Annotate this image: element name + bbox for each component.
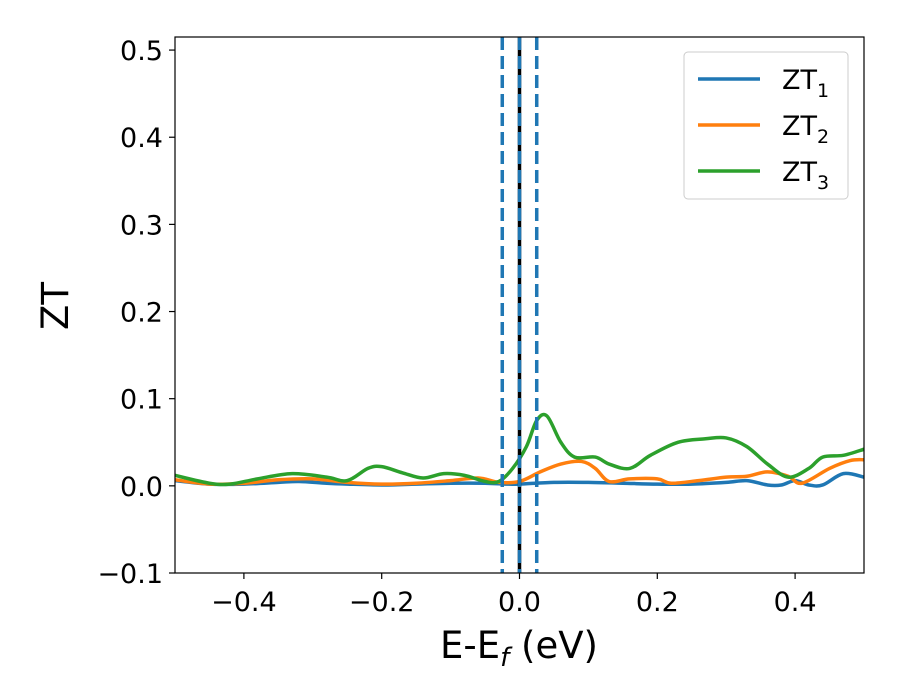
y-tick-label: 0.4 — [120, 123, 163, 154]
x-tick-label: −0.4 — [211, 587, 277, 618]
y-tick-label: 0.0 — [120, 472, 163, 503]
legend-box — [683, 51, 849, 200]
x-axis-title: E-Ef (eV) — [440, 624, 598, 673]
y-tick-label: 0.1 — [120, 385, 163, 416]
legend-label-zt1: ZT1 — [782, 65, 829, 102]
y-tick-label: 0.2 — [120, 298, 163, 329]
y-axis: −0.1 0.0 0.1 0.2 0.3 0.4 0.5 — [97, 36, 175, 590]
x-tick-label: 0.4 — [774, 587, 817, 618]
reference-lines — [500, 37, 539, 573]
y-tick-label: 0.5 — [120, 36, 163, 67]
x-tick-label: 0.0 — [498, 587, 541, 618]
y-tick-label: 0.3 — [120, 210, 163, 241]
y-axis-title: ZT — [34, 282, 77, 330]
x-axis: −0.4 −0.2 0.0 0.2 0.4 — [211, 573, 817, 618]
legend-label-zt3: ZT3 — [782, 157, 829, 194]
x-tick-label: −0.2 — [349, 587, 415, 618]
legend-label-zt2: ZT2 — [782, 111, 829, 148]
series-line-zt1 — [175, 471, 864, 488]
x-tick-label: 0.2 — [636, 587, 679, 618]
legend: ZT1 ZT2 ZT3 — [683, 51, 849, 200]
y-tick-label: −0.1 — [97, 559, 163, 590]
